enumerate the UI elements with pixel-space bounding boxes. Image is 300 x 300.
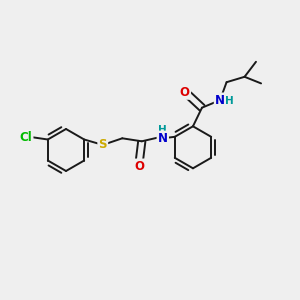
Text: H: H: [225, 96, 234, 106]
Text: O: O: [180, 85, 190, 99]
Text: H: H: [158, 125, 167, 135]
Text: Cl: Cl: [20, 130, 32, 144]
Text: S: S: [98, 138, 107, 152]
Text: O: O: [134, 160, 144, 173]
Text: N: N: [215, 94, 225, 107]
Text: N: N: [158, 132, 168, 145]
